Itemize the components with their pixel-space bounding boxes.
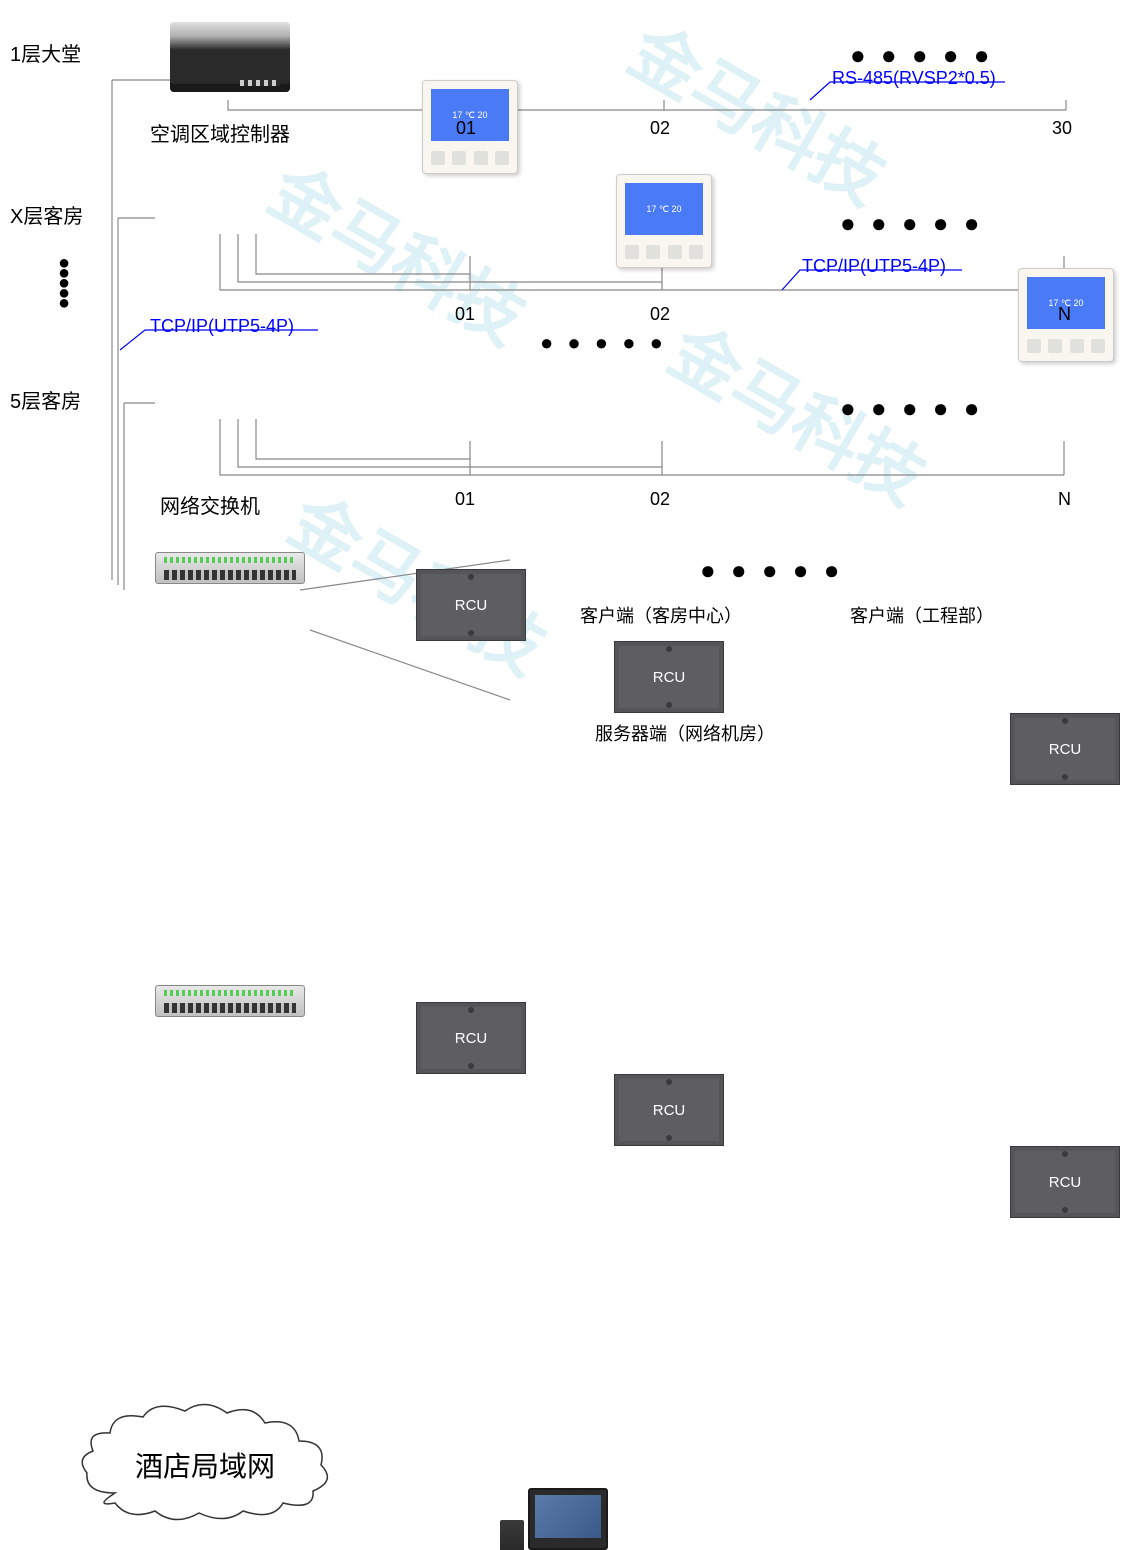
client-pc (500, 1488, 630, 1550)
lan-cloud: 酒店局域网 (75, 1403, 335, 1523)
device-index: N (1058, 304, 1071, 325)
ellipsis-icon: ● ● ● ● ● (840, 393, 983, 424)
device-index: N (1058, 489, 1071, 510)
client-label: 客户端（客房中心） (580, 602, 742, 628)
device-index: 30 (1052, 118, 1072, 139)
server-label: 服务器端（网络机房） (595, 720, 775, 746)
network-switch (155, 552, 305, 584)
link-label-tcpip-backbone: TCP/IP(UTP5-4P) (150, 316, 294, 337)
wiring-layer (0, 0, 1134, 775)
thermostat: 17 ℃ 20 (616, 174, 712, 268)
row-label-lobby: 1层大堂 (10, 38, 81, 67)
ellipsis-icon: ● ● ● ● ● (840, 208, 983, 239)
rcu-box: RCU (1010, 713, 1120, 785)
rcu-box: RCU (1010, 1146, 1120, 1218)
link-label-tcpip: TCP/IP(UTP5-4P) (802, 256, 946, 277)
rcu-box: RCU (614, 641, 724, 713)
rcu-box: RCU (416, 1002, 526, 1074)
controller-label: 空调区域控制器 (150, 118, 290, 147)
ellipsis-vertical-icon: ●●●●● (58, 258, 70, 308)
zone-controller (170, 22, 290, 92)
row-label-floor-5: 5层客房 (10, 385, 81, 414)
cloud-label: 酒店局域网 (75, 1445, 335, 1485)
device-index: 01 (455, 304, 475, 325)
client-label: 客户端（工程部） (850, 602, 994, 628)
rcu-box: RCU (416, 569, 526, 641)
device-index: 02 (650, 489, 670, 510)
switch-label: 网络交换机 (160, 490, 260, 519)
ellipsis-icon: ● ● ● ● ● (850, 40, 993, 71)
device-index: 01 (456, 118, 476, 139)
device-index: 02 (650, 304, 670, 325)
thermostat-screen: 17 ℃ 20 (625, 183, 703, 235)
device-index: 02 (650, 118, 670, 139)
link-label-rs485: RS-485(RVSP2*0.5) (832, 68, 996, 89)
device-index: 01 (455, 489, 475, 510)
ellipsis-icon: ● ● ● ● ● (540, 330, 667, 356)
rcu-box: RCU (614, 1074, 724, 1146)
network-switch (155, 985, 305, 1017)
row-label-floor-x: X层客房 (10, 200, 83, 229)
ellipsis-icon: ● ● ● ● ● (700, 555, 843, 586)
